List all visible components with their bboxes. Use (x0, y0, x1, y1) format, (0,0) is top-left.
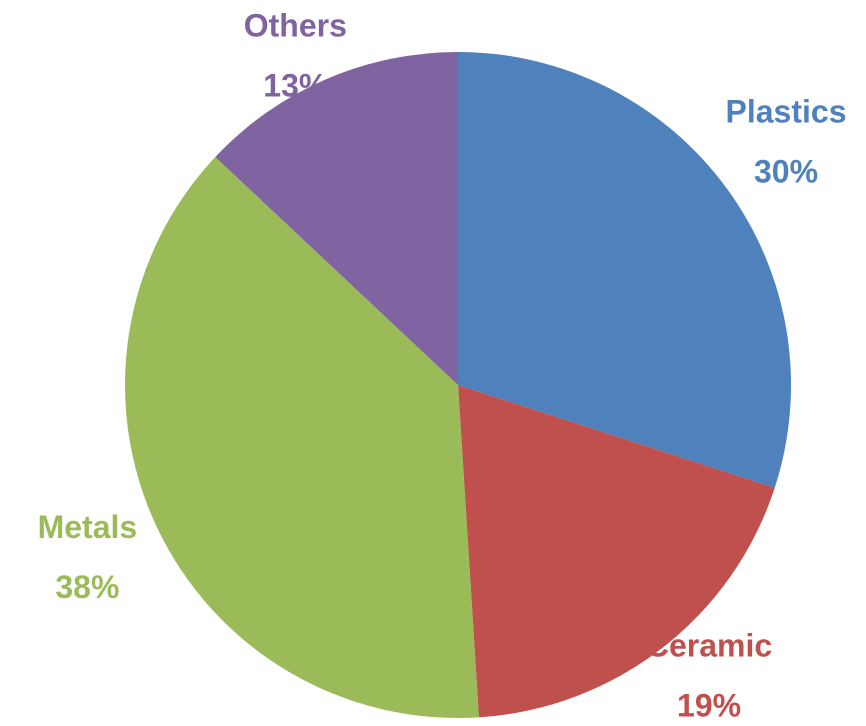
pie-slice (125, 157, 479, 719)
slice-value-label: 13% (263, 67, 327, 103)
slice-label: Plastics (726, 94, 847, 130)
pie-slice (215, 52, 458, 385)
slice-label: Others (244, 7, 347, 43)
slice-value-label: 38% (55, 569, 119, 605)
slice-label: Metals (38, 509, 138, 545)
slice-value-label: 19% (677, 687, 741, 723)
slice-label: Ceramic (646, 627, 772, 663)
pie-slice (458, 385, 775, 718)
pie-slice (458, 52, 791, 488)
slice-value-label: 30% (754, 154, 818, 190)
